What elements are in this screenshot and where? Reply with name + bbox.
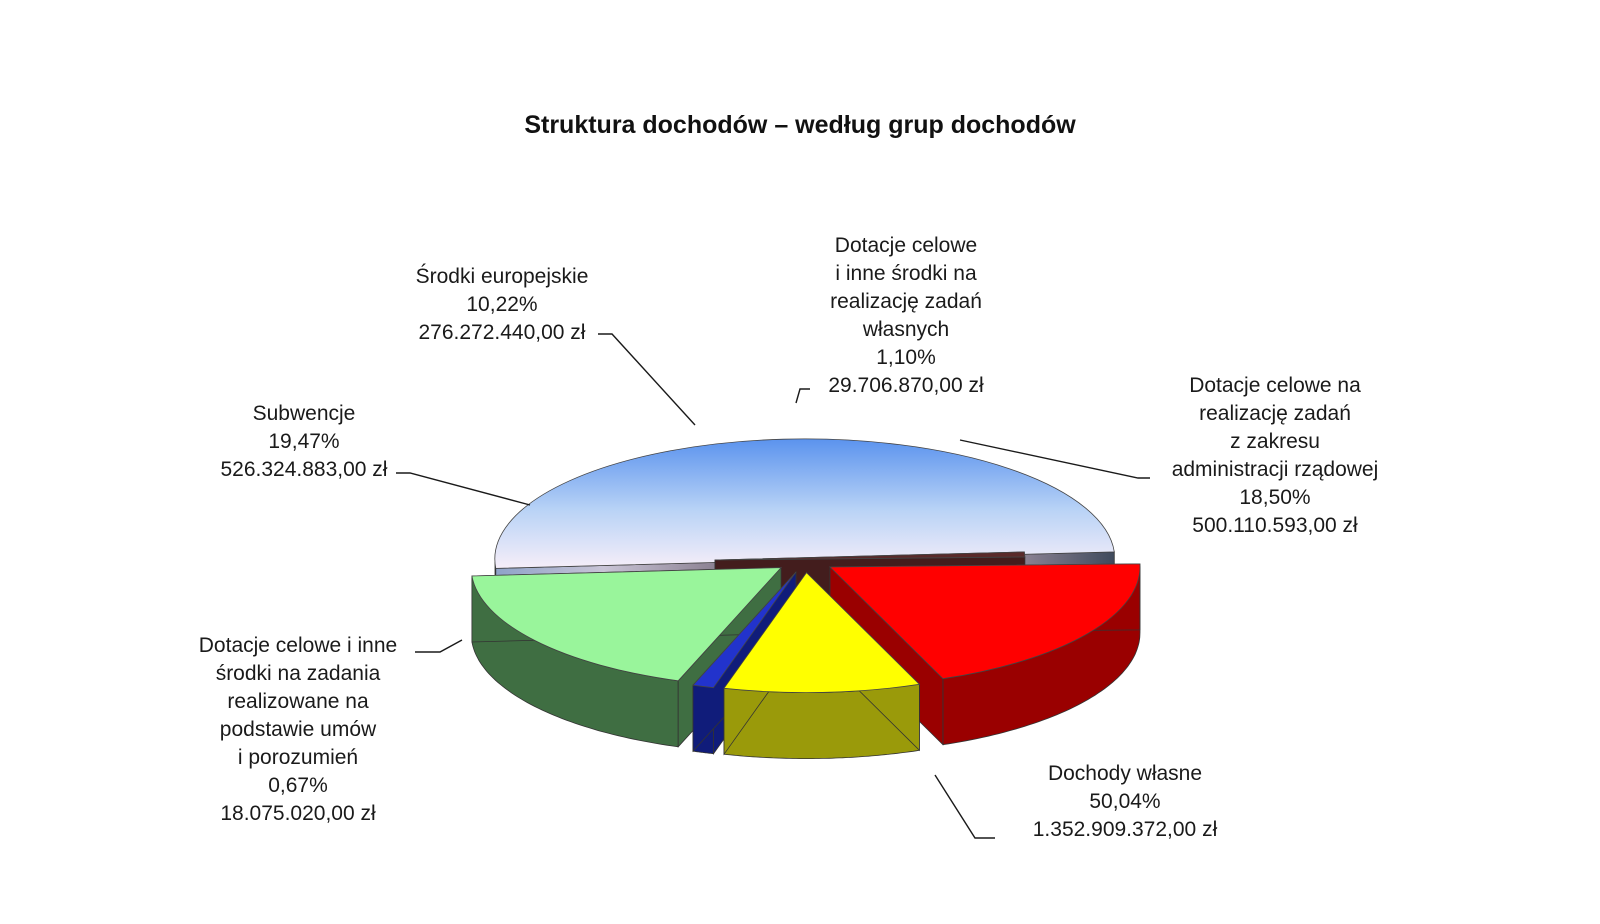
slice-label-percent-dotacje-rzadowe: 18,50%	[1239, 486, 1310, 509]
slice-label-dotacje-wlasne: Dotacje celowe i inne środki na realizację…	[828, 234, 984, 397]
slice-label-name-dotacje-umowy: realizowane na	[227, 690, 369, 713]
slice-label-dochody-wlasne: Dochody własne 50,04% 1.352.909.372,00 zł	[1033, 762, 1218, 841]
slice-top-subwencje	[829, 563, 1141, 680]
slice-label-srodki-europejskie: Środki europejskie 10,22% 276.272.440,00 z…	[416, 264, 589, 344]
slice-label-name-dotacje-rzadowe: realizację zadań	[1199, 402, 1351, 425]
slice-label-dotacje-umowy: Dotacje celowe i inne środki na zadania re…	[199, 634, 397, 825]
pie-slices	[471, 438, 1141, 759]
chart-title: Struktura dochodów – według grup dochodó…	[524, 111, 1076, 139]
slice-label-name-dotacje-wlasne: własnych	[862, 318, 949, 341]
slice-label-percent-dotacje-wlasne: 1,10%	[876, 346, 936, 369]
leader-line-dotacje-umowy	[415, 639, 463, 653]
slice-label-name-dotacje-wlasne: i inne środki na	[835, 262, 977, 285]
slice-top-dochody-wlasne	[494, 438, 1115, 569]
slice-label-value-dotacje-umowy: 18.075.020,00 zł	[220, 802, 376, 825]
slice-label-value-subwencje: 526.324.883,00 zł	[221, 458, 388, 481]
slice-label-subwencje: Subwencje 19,47% 526.324.883,00 zł	[221, 402, 388, 481]
slice-label-percent-dotacje-umowy: 0,67%	[268, 774, 328, 797]
slice-label-name-dotacje-umowy: podstawie umów	[220, 718, 377, 741]
slice-label-value-dotacje-rzadowe: 500.110.593,00 zł	[1192, 514, 1358, 537]
slice-label-value-srodki-europejskie: 276.272.440,00 zł	[419, 321, 586, 344]
slice-label-percent-srodki-europejskie: 10,22%	[466, 293, 537, 316]
slice-label-percent-subwencje: 19,47%	[268, 430, 339, 453]
leader-lines	[396, 333, 1150, 839]
leader-line-dotacje-rzadowe	[959, 439, 1150, 479]
slice-label-name-srodki-europejskie: Środki europejskie	[416, 264, 589, 288]
slice-top-srodki-europejskie	[723, 571, 921, 693]
slice-label-name-dotacje-umowy: Dotacje celowe i inne	[199, 634, 397, 657]
slice-label-name-dotacje-umowy: i porozumień	[238, 746, 358, 769]
slice-label-value-dochody-wlasne: 1.352.909.372,00 zł	[1033, 818, 1218, 841]
slice-label-dotacje-rzadowe: Dotacje celowe na realizację zadań z zakre…	[1172, 374, 1379, 537]
leader-line-dochody-wlasne	[934, 774, 995, 839]
slice-label-name-dotacje-wlasne: realizację zadań	[830, 290, 982, 313]
slice-label-name-dotacje-umowy: środki na zadania	[216, 662, 381, 685]
slice-label-percent-dochody-wlasne: 50,04%	[1089, 790, 1160, 813]
leader-line-subwencje	[396, 472, 531, 506]
slice-label-name-dotacje-rzadowe: z zakresu	[1230, 430, 1320, 453]
slice-label-name-dochody-wlasne: Dochody własne	[1048, 762, 1202, 785]
slice-label-name-dotacje-rzadowe: administracji rządowej	[1172, 458, 1379, 481]
slice-label-name-dotacje-rzadowe: Dotacje celowe na	[1189, 374, 1361, 397]
slice-top-dotacje-rzadowe	[471, 567, 783, 682]
slice-label-name-subwencje: Subwencje	[253, 402, 356, 425]
slice-top-dotacje-umowy	[714, 551, 1026, 561]
slice-label-value-dotacje-wlasne: 29.706.870,00 zł	[828, 374, 984, 397]
leader-line-srodki-europejskie	[598, 333, 696, 426]
slice-top-dotacje-wlasne	[692, 571, 797, 689]
pie-slice-srodki-europejskie	[723, 571, 921, 759]
slice-label-name-dotacje-wlasne: Dotacje celowe	[835, 234, 977, 257]
leader-line-dotacje-wlasne	[795, 388, 810, 404]
